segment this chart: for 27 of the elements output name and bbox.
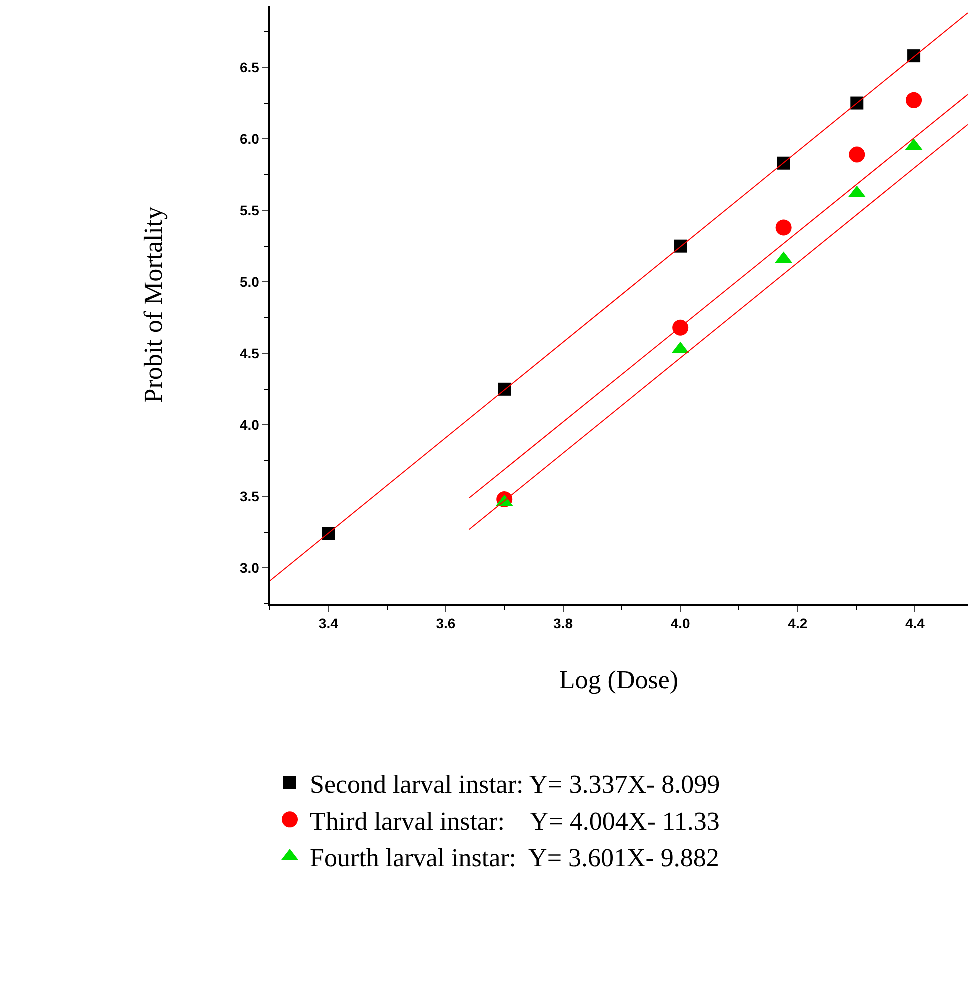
y-tick-label: 3.0	[240, 560, 260, 576]
point	[849, 146, 866, 163]
point	[776, 220, 792, 236]
x-tick-label: 4.0	[670, 616, 691, 632]
x-tick-label: 3.8	[554, 616, 574, 632]
y-tick-label: 5.5	[240, 202, 260, 218]
y-tick-label: 3.5	[240, 488, 260, 505]
x-tick-label: 4.2	[788, 616, 808, 632]
legend-label: Third larval instar: Y= 4.004X- 11.33	[310, 806, 720, 836]
y-tick-label: 6.0	[240, 130, 260, 147]
x-axis-title: Log (Dose)	[559, 666, 679, 695]
point	[672, 320, 689, 336]
point	[498, 382, 512, 396]
legend-label: Fourth larval instar: Y= 3.601X- 9.882	[310, 844, 720, 873]
y-tick-label: 5.0	[240, 274, 260, 290]
x-tick-label: 4.4	[905, 616, 926, 632]
point	[777, 156, 790, 170]
x-tick-label: 3.6	[436, 616, 456, 632]
y-tick-label: 4.5	[240, 346, 260, 362]
point	[906, 92, 922, 108]
y-tick-label: 4.0	[240, 417, 260, 434]
y-axis-title: Probit of Mortality	[138, 206, 168, 404]
point	[674, 240, 688, 253]
x-tick-label: 3.4	[318, 616, 339, 632]
legend-label: Second larval instar: Y= 3.337X- 8.099	[310, 770, 720, 800]
y-tick-label: 6.5	[240, 59, 260, 76]
point	[908, 50, 921, 63]
